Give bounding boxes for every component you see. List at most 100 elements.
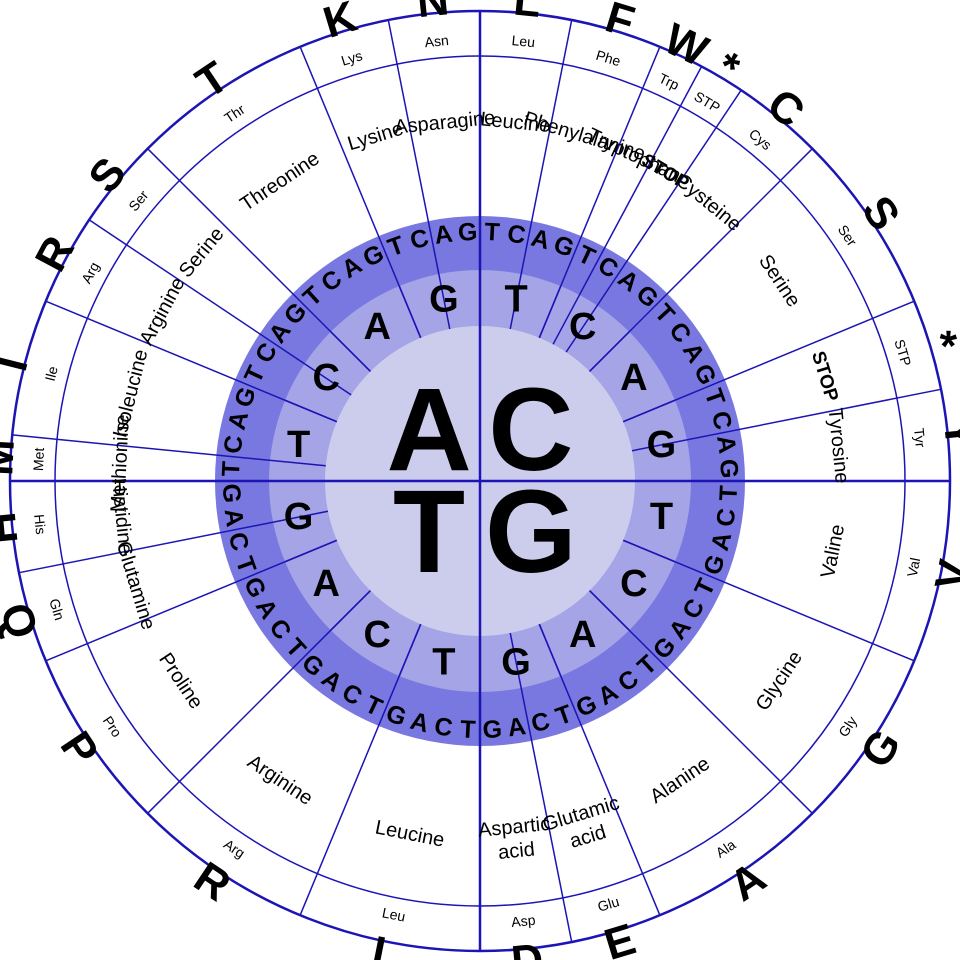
third-base-a: A: [506, 712, 528, 742]
amino-acid-abbr-group: Asp: [511, 912, 537, 930]
third-base-g: G: [217, 483, 246, 504]
amino-acid-divider: [622, 539, 915, 662]
amino-acid-abbr: Met: [30, 447, 47, 471]
amino-acid-abbr-group: Gln: [46, 597, 68, 623]
amino-acid-abbr-group: Ile: [42, 364, 61, 382]
third-base-g-group: G: [457, 218, 478, 247]
second-base-g: G: [284, 496, 314, 538]
amino-acid-divider: [538, 623, 661, 916]
amino-acid-letter-group: H: [0, 510, 26, 546]
amino-acid-divider: [552, 66, 703, 345]
second-base-g: G: [647, 424, 677, 466]
amino-acid-divider: [589, 590, 813, 814]
second-base-a: A: [569, 614, 596, 656]
first-base-t-group: T: [393, 466, 465, 598]
amino-acid-abbr: Asn: [424, 32, 450, 50]
third-base-c: C: [505, 220, 527, 250]
second-base-c: C: [363, 614, 390, 656]
amino-acid-abbr-group: Val: [904, 556, 923, 578]
second-base-g: G: [429, 279, 459, 321]
amino-acid-name-group: Methionine: [107, 414, 134, 513]
third-base-a-group: A: [506, 712, 528, 742]
amino-acid-letter: D: [509, 935, 545, 960]
amino-acid-abbr: Gln: [46, 597, 68, 623]
amino-acid-abbr: Trp: [656, 70, 682, 93]
third-base-g: G: [482, 715, 503, 744]
amino-acid-abbr-group: Trp: [656, 70, 682, 93]
second-base-a: A: [312, 563, 339, 605]
third-base-t-group: T: [484, 218, 501, 247]
second-base-g-group: G: [647, 424, 677, 466]
second-base-g-group: G: [284, 496, 314, 538]
second-base-g-group: G: [501, 641, 531, 683]
amino-acid-divider: [509, 19, 573, 330]
third-base-a-group: A: [432, 220, 454, 250]
second-base-a-group: A: [312, 563, 339, 605]
amino-acid-letter: Y: [934, 417, 960, 451]
third-base-g-group: G: [217, 483, 246, 504]
amino-acid-abbr: Lys: [339, 47, 364, 68]
amino-acid-divider: [45, 300, 338, 423]
third-base-t: T: [714, 485, 743, 502]
amino-acid-divider: [12, 434, 326, 467]
third-base-c-group: C: [505, 220, 527, 250]
amino-acid-abbr: Leu: [381, 904, 407, 924]
third-base-t: T: [484, 218, 501, 247]
amino-acid-letter-group: L: [511, 0, 543, 27]
first-base-g: G: [485, 466, 577, 598]
amino-acid-abbr-group: Leu: [381, 904, 407, 924]
amino-acid-abbr-group: His: [31, 513, 49, 535]
third-base-a-group: A: [219, 507, 249, 529]
third-base-g: G: [714, 458, 743, 479]
second-base-a: A: [620, 357, 647, 399]
second-base-g-group: G: [429, 279, 459, 321]
first-base-a-group: A: [386, 364, 471, 496]
amino-acid-divider: [299, 46, 422, 339]
third-base-c: C: [711, 506, 741, 528]
amino-acid-divider: [631, 388, 942, 452]
amino-acid-letter: H: [0, 510, 26, 546]
second-base-c: C: [569, 306, 596, 348]
amino-acid-abbr: Leu: [511, 32, 536, 50]
second-base-t: T: [650, 496, 673, 538]
third-base-c-group: C: [433, 712, 455, 742]
second-base-t: T: [287, 424, 310, 466]
amino-acid-abbr: His: [31, 513, 49, 535]
amino-acid-abbr: Glu: [596, 893, 622, 915]
second-base-t-group: T: [287, 424, 310, 466]
amino-acid-divider: [147, 590, 371, 814]
amino-acid-divider: [538, 46, 661, 339]
second-base-a: A: [363, 306, 390, 348]
third-base-c-group: C: [711, 506, 741, 528]
second-base-t-group: T: [504, 279, 527, 321]
third-base-g-group: G: [482, 715, 503, 744]
third-base-t-group: T: [460, 715, 477, 744]
amino-acid-abbr: STP: [891, 337, 914, 368]
second-base-t: T: [432, 641, 455, 683]
second-base-g: G: [501, 641, 531, 683]
third-base-t-group: T: [217, 461, 246, 478]
third-base-a: A: [432, 220, 454, 250]
amino-acid-divider: [45, 539, 338, 662]
amino-acid-letter-group: D: [509, 935, 545, 960]
amino-acid-abbr-group: Glu: [596, 893, 622, 915]
first-base-c: C: [488, 364, 573, 496]
amino-acid-abbr: Phe: [594, 47, 623, 70]
amino-acid-letter-group: M: [0, 438, 24, 477]
third-base-a: A: [219, 507, 249, 529]
second-base-c: C: [312, 357, 339, 399]
amino-acid-divider: [387, 19, 451, 330]
amino-acid-abbr-group: Tyr: [911, 427, 929, 448]
third-base-t: T: [217, 461, 246, 478]
amino-acid-letter: N: [415, 0, 451, 27]
second-base-c: C: [620, 563, 647, 605]
third-base-c: C: [433, 712, 455, 742]
amino-acid-divider: [589, 148, 813, 372]
second-base-c-group: C: [312, 357, 339, 399]
amino-acid-abbr-group: Asn: [424, 32, 450, 50]
amino-acid-abbr-group: STP: [891, 337, 914, 368]
amino-acid-letter-group: Y: [934, 417, 960, 451]
wheel-divider-lines: [10, 11, 950, 951]
amino-acid-name-line: acid: [497, 838, 536, 863]
second-base-c-group: C: [569, 306, 596, 348]
